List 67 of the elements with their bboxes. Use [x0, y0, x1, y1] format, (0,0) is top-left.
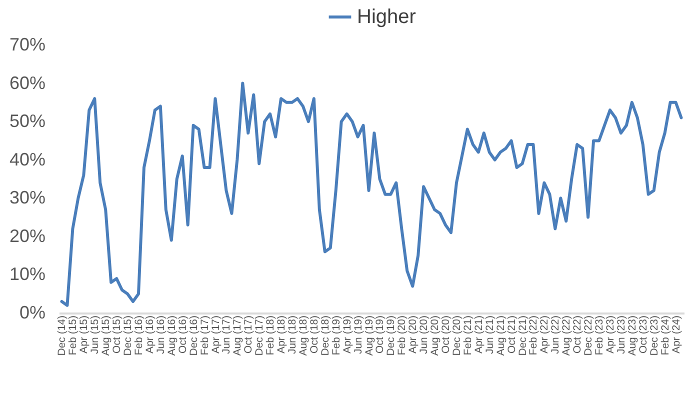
- x-tick-label: Dec (23): [648, 316, 660, 356]
- x-tick-label: Apr (16): [144, 316, 156, 354]
- x-tick-label: Aug (17): [232, 316, 244, 356]
- x-tick-label: Feb (17): [198, 316, 211, 356]
- x-tick-label: Oct (20): [440, 316, 452, 354]
- y-tick-label: 40%: [9, 149, 46, 170]
- x-tick-label: Apr (19): [341, 316, 354, 354]
- x-tick-label: Apr (15): [78, 316, 90, 354]
- x-tick-label: Dec (19): [385, 316, 398, 356]
- x-tick-label: Jun (19): [352, 316, 364, 354]
- line-series: [60, 82, 683, 307]
- x-tick-label: Dec (18): [319, 316, 332, 356]
- x-tick-label: Apr (17): [210, 316, 222, 354]
- x-tick-label: Aug (19): [363, 316, 376, 356]
- x-tick-label: Aug (18): [297, 316, 310, 356]
- y-tick-label: 0%: [19, 302, 46, 322]
- x-tick-label: Apr (21): [472, 316, 485, 354]
- y-tick-label: 70%: [9, 34, 46, 54]
- x-tick-label: Dec (21): [516, 316, 529, 356]
- x-tick-label: Aug (16): [166, 316, 178, 356]
- x-tick-label: Aug (23): [626, 316, 638, 356]
- x-tick-label: Jun (22): [550, 316, 562, 354]
- x-tick-label: Dec (14): [56, 316, 68, 356]
- y-tick-label: 10%: [9, 264, 46, 284]
- x-tick-label: Jun (17): [220, 316, 233, 354]
- x-tick-label: Apr (23): [604, 316, 616, 354]
- x-tick-label: Feb (15): [67, 316, 80, 356]
- y-tick-label: 20%: [9, 226, 46, 246]
- x-tick-label: Feb (19): [330, 316, 342, 356]
- x-tick-label: Dec (15): [122, 316, 134, 356]
- x-tick-label: Aug (20): [429, 316, 442, 356]
- x-tick-label: Feb (24): [659, 316, 672, 356]
- x-tick-label: Feb (16): [132, 316, 145, 356]
- x-tick-label: Dec (17): [254, 316, 266, 356]
- x-tick-label: Jun (16): [154, 316, 167, 354]
- y-tick-label: 50%: [9, 111, 46, 132]
- x-tick-label: Feb (20): [396, 316, 408, 356]
- x-tick-label: Jun (23): [615, 316, 628, 354]
- legend-label: Higher: [357, 6, 416, 28]
- x-tick-label: Feb (23): [594, 316, 606, 356]
- x-tick-label: Oct (17): [242, 316, 255, 354]
- x-tick-label: Feb (22): [528, 316, 540, 356]
- x-tick-label: Oct (15): [111, 316, 124, 354]
- x-tick-label: Jun (15): [89, 316, 102, 354]
- x-tick-label: Jun (21): [484, 316, 496, 354]
- y-tick-label: 60%: [9, 72, 46, 93]
- x-tick-label: Oct (22): [572, 316, 584, 354]
- x-tick-label: Aug (15): [100, 316, 112, 356]
- x-tick-label: Apr (18): [276, 316, 288, 354]
- x-tick-label: Dec (20): [450, 316, 463, 356]
- x-tick-label: Jun (20): [418, 316, 430, 354]
- x-tick-label: Apr (24): [670, 316, 682, 354]
- x-tick-label: Feb (21): [462, 316, 474, 356]
- y-tick-label: 30%: [9, 188, 46, 208]
- x-tick-label: Jun (18): [286, 316, 299, 354]
- x-tick-label: Dec (16): [188, 316, 200, 356]
- x-tick-label: Aug (21): [494, 316, 507, 356]
- x-tick-label: Dec (22): [582, 316, 595, 356]
- x-tick-label: Oct (19): [374, 316, 386, 354]
- x-tick-label: Oct (21): [506, 316, 518, 354]
- x-tick-label: Feb (18): [264, 316, 277, 356]
- x-tick-label: Aug (22): [560, 316, 573, 356]
- x-tick-label: Apr (22): [538, 316, 551, 354]
- x-tick-label: Oct (18): [308, 316, 320, 354]
- x-tick-label: Apr (20): [407, 316, 420, 354]
- x-tick-label: Oct (16): [176, 316, 189, 354]
- x-tick-label: Oct (23): [637, 316, 650, 354]
